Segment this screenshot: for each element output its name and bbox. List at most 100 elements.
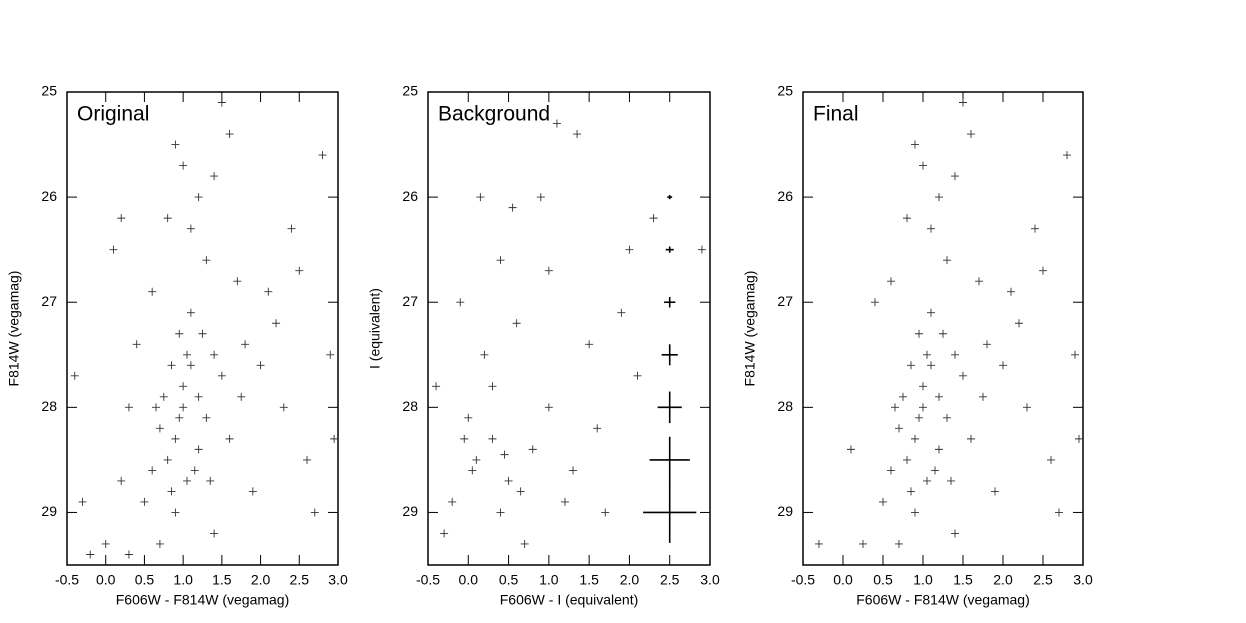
point — [1071, 350, 1079, 359]
x-tick-label: 1.5 — [212, 572, 232, 588]
y-axis-label: F814W (vegamag) — [6, 271, 22, 387]
point — [907, 487, 915, 496]
point — [163, 455, 172, 464]
point — [919, 161, 927, 170]
x-tick-label: 3.0 — [328, 572, 348, 588]
point — [1023, 403, 1031, 412]
point — [210, 529, 219, 538]
point — [569, 466, 578, 475]
x-tick-label: 2.0 — [620, 572, 640, 588]
point — [272, 319, 281, 328]
point — [279, 403, 288, 412]
point — [488, 382, 497, 391]
point — [464, 413, 473, 422]
y-tick-label: 28 — [777, 398, 793, 414]
point — [911, 508, 919, 517]
point — [1055, 508, 1063, 517]
point — [528, 445, 537, 454]
point — [202, 413, 211, 422]
y-tick-label: 26 — [402, 188, 418, 204]
point — [895, 539, 903, 548]
point — [923, 476, 931, 485]
point — [190, 466, 199, 475]
point — [967, 130, 975, 139]
point — [140, 497, 149, 506]
point — [241, 340, 250, 349]
point — [923, 350, 931, 359]
point — [476, 193, 485, 202]
y-tick-label: 26 — [777, 188, 793, 204]
point — [468, 466, 477, 475]
x-tick-label: -0.5 — [55, 572, 79, 588]
x-tick-label: 0.0 — [459, 572, 479, 588]
x-tick-label: 0.5 — [135, 572, 155, 588]
point — [233, 277, 242, 286]
point — [179, 161, 188, 170]
point — [1075, 434, 1083, 443]
point — [915, 413, 923, 422]
point — [697, 245, 706, 254]
point — [155, 424, 164, 433]
point — [512, 319, 521, 328]
point — [179, 382, 188, 391]
point — [1039, 266, 1047, 275]
point — [895, 424, 903, 433]
point — [560, 497, 569, 506]
x-tick-label: 1.0 — [539, 572, 559, 588]
point — [248, 487, 257, 496]
point — [109, 245, 118, 254]
point — [951, 350, 959, 359]
point — [167, 361, 176, 370]
x-tick-label: -0.5 — [791, 572, 815, 588]
point — [552, 119, 561, 128]
point — [183, 350, 192, 359]
y-tick-label: 27 — [41, 293, 57, 309]
point — [175, 329, 184, 338]
point — [887, 277, 895, 286]
point — [171, 434, 180, 443]
point — [496, 508, 505, 517]
point — [935, 193, 943, 202]
y-tick-label: 29 — [41, 503, 57, 519]
x-tick-label: 3.0 — [1073, 572, 1093, 588]
point — [601, 508, 610, 517]
point — [210, 172, 219, 181]
point — [175, 413, 184, 422]
point — [167, 487, 176, 496]
point — [456, 298, 465, 307]
y-tick-label: 28 — [41, 398, 57, 414]
point — [225, 434, 234, 443]
point — [318, 151, 327, 160]
point — [891, 403, 899, 412]
panel-title: Background — [438, 103, 550, 126]
plot-frame — [66, 91, 339, 566]
point — [86, 550, 95, 559]
point — [194, 445, 203, 454]
point — [871, 298, 879, 307]
point — [124, 403, 133, 412]
point — [625, 245, 634, 254]
point — [573, 130, 582, 139]
point — [911, 140, 919, 149]
point — [132, 340, 141, 349]
point — [887, 466, 895, 475]
point — [124, 550, 133, 559]
point — [1047, 455, 1055, 464]
point — [959, 98, 967, 107]
point — [939, 329, 947, 338]
point — [508, 203, 517, 212]
point — [1015, 319, 1023, 328]
x-tick-label: 1.5 — [579, 572, 599, 588]
panel-title: Original — [77, 103, 149, 126]
point — [1063, 151, 1071, 160]
point — [903, 214, 911, 223]
point — [78, 497, 87, 506]
x-axis-label: F606W - F814W (vegamag) — [116, 592, 290, 608]
y-tick-label: 29 — [777, 503, 793, 519]
point — [194, 392, 203, 401]
point — [983, 340, 991, 349]
point — [847, 445, 855, 454]
y-tick-label: 29 — [402, 503, 418, 519]
point — [217, 98, 226, 107]
x-tick-label: 0.0 — [96, 572, 116, 588]
